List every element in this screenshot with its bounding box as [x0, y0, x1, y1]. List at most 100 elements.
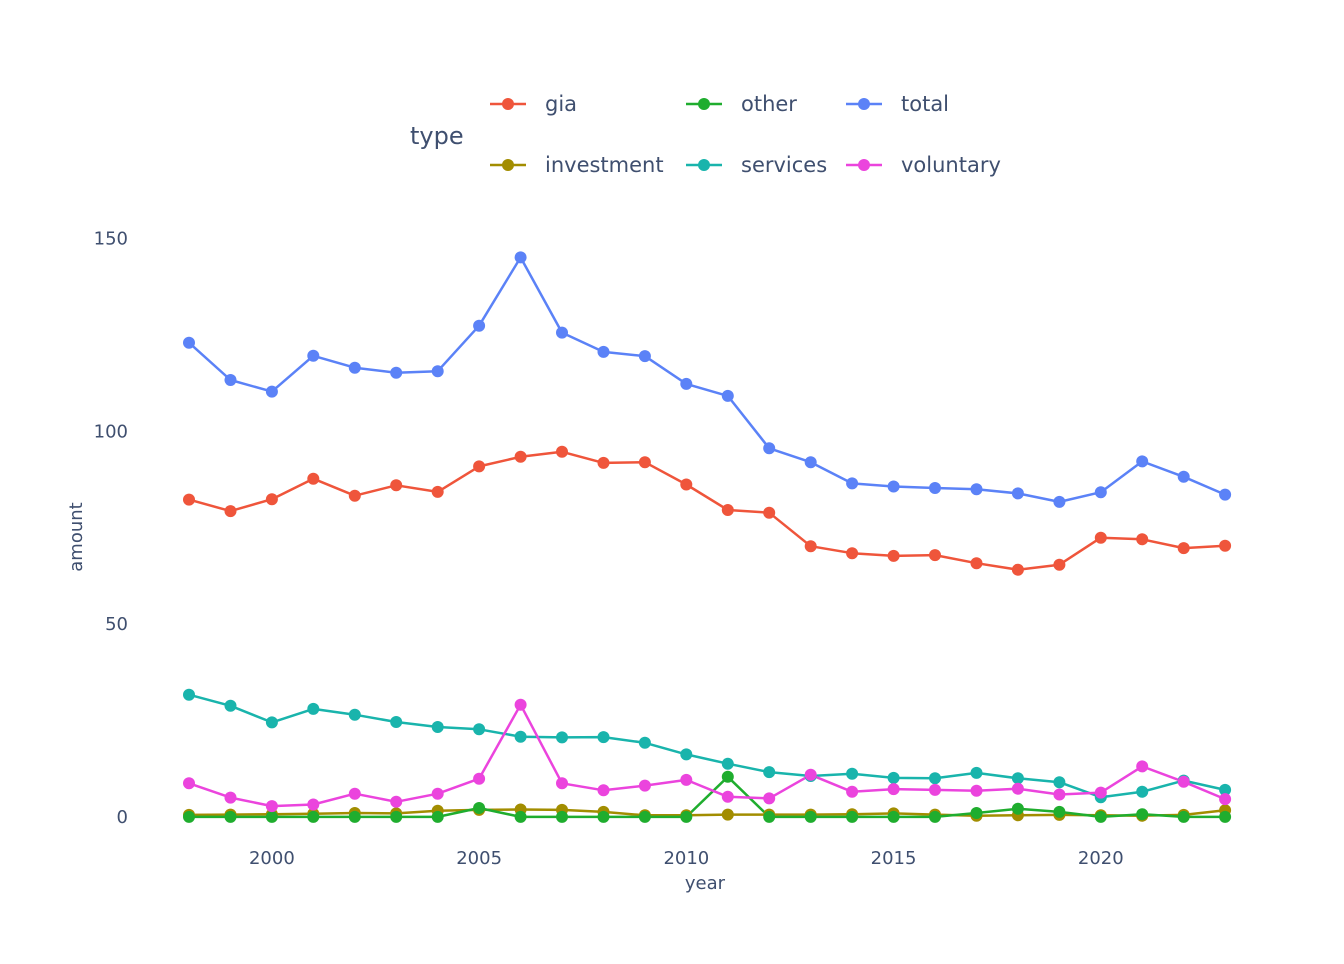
data-point-services [265, 716, 278, 729]
data-point-voluntary [846, 785, 859, 798]
data-point-other [431, 810, 444, 823]
data-point-total [473, 319, 486, 332]
data-point-other [721, 770, 734, 783]
data-point-services [970, 766, 983, 779]
data-point-gia [514, 450, 527, 463]
data-point-other [1136, 808, 1149, 821]
data-point-other [846, 810, 859, 823]
x-tick-label: 2020 [1078, 848, 1124, 869]
data-point-services [1053, 776, 1066, 789]
data-point-gia [1053, 558, 1066, 571]
data-point-total [721, 389, 734, 402]
data-point-total [183, 336, 195, 349]
data-point-gia [1219, 539, 1232, 552]
legend-label: gia [545, 92, 577, 116]
data-point-voluntary [638, 779, 651, 792]
data-point-other [887, 810, 900, 823]
data-point-services [1219, 783, 1232, 796]
data-point-services [680, 748, 693, 761]
data-point-gia [846, 547, 859, 560]
x-tick-label: 2000 [249, 848, 295, 869]
legend-item-voluntary[interactable]: voluntary [846, 153, 1001, 177]
series-line-gia [188, 450, 1226, 571]
data-point-gia [680, 478, 693, 491]
data-point-gia [431, 485, 444, 498]
data-point-total [390, 366, 403, 379]
data-point-voluntary [556, 777, 568, 790]
data-point-services [473, 723, 486, 736]
data-point-voluntary [970, 784, 983, 797]
data-point-total [431, 365, 444, 378]
data-point-voluntary [431, 787, 444, 800]
legend-label: total [901, 92, 949, 116]
data-point-gia [1094, 531, 1107, 544]
data-point-total [804, 456, 817, 469]
data-point-other [638, 810, 651, 823]
data-point-total [763, 442, 776, 455]
data-point-services [846, 767, 859, 780]
legend-label: other [741, 92, 797, 116]
data-point-gia [224, 505, 237, 518]
data-point-gia [556, 445, 568, 458]
data-point-total [1136, 455, 1149, 468]
data-point-services [556, 731, 568, 744]
data-point-voluntary [307, 798, 320, 811]
data-point-voluntary [224, 791, 237, 804]
data-point-total [1053, 495, 1066, 508]
legend-title: type [410, 122, 464, 150]
data-point-services [721, 757, 734, 770]
legend-swatch-marker [858, 98, 870, 110]
data-point-services [431, 721, 444, 733]
legend-item-total[interactable]: total [846, 92, 949, 116]
x-tick-label: 2015 [871, 848, 917, 869]
data-point-services [183, 688, 195, 701]
data-point-gia [1177, 542, 1190, 555]
data-point-total [1094, 486, 1107, 499]
data-point-other [473, 802, 486, 814]
legend-item-gia[interactable]: gia [490, 92, 577, 116]
data-point-other [763, 810, 776, 823]
data-point-gia [970, 557, 983, 570]
legend-item-services[interactable]: services [686, 153, 827, 177]
data-point-gia [183, 493, 195, 506]
legend-label: investment [545, 153, 664, 177]
data-point-other [597, 810, 610, 823]
data-point-gia [929, 549, 941, 562]
data-point-total [970, 483, 983, 496]
data-point-other [1053, 805, 1066, 818]
data-point-other [514, 810, 527, 823]
data-point-voluntary [887, 783, 900, 796]
data-point-voluntary [183, 777, 195, 790]
x-tick-label: 2010 [663, 848, 709, 869]
data-point-voluntary [1219, 793, 1232, 806]
legend-item-investment[interactable]: investment [490, 153, 664, 177]
data-point-services [514, 730, 527, 743]
legend-item-other[interactable]: other [686, 92, 797, 116]
series-line-services [188, 693, 1226, 799]
data-point-services [1136, 785, 1149, 798]
y-tick-label: 150 [94, 229, 128, 250]
y-tick-label: 50 [105, 614, 128, 635]
legend-swatch-marker [698, 159, 710, 171]
legend: type gia investment other services total volu… [410, 92, 1001, 177]
data-point-gia [348, 489, 361, 502]
data-point-other [307, 810, 320, 823]
data-point-total [680, 377, 693, 390]
data-point-gia [763, 506, 776, 519]
data-point-other [390, 810, 403, 823]
data-point-total [514, 251, 527, 264]
y-tick-label: 100 [94, 421, 128, 442]
series-line-investment [188, 808, 1226, 817]
data-point-services [307, 702, 320, 715]
data-point-voluntary [1177, 775, 1190, 788]
data-point-voluntary [348, 787, 361, 800]
data-point-services [390, 716, 403, 728]
data-point-services [929, 772, 941, 785]
y-axis-title: amount [66, 502, 87, 571]
data-point-investment [721, 808, 734, 821]
data-point-voluntary [265, 800, 278, 813]
data-point-voluntary [721, 790, 734, 803]
data-point-total [887, 480, 900, 493]
data-point-voluntary [390, 795, 403, 808]
